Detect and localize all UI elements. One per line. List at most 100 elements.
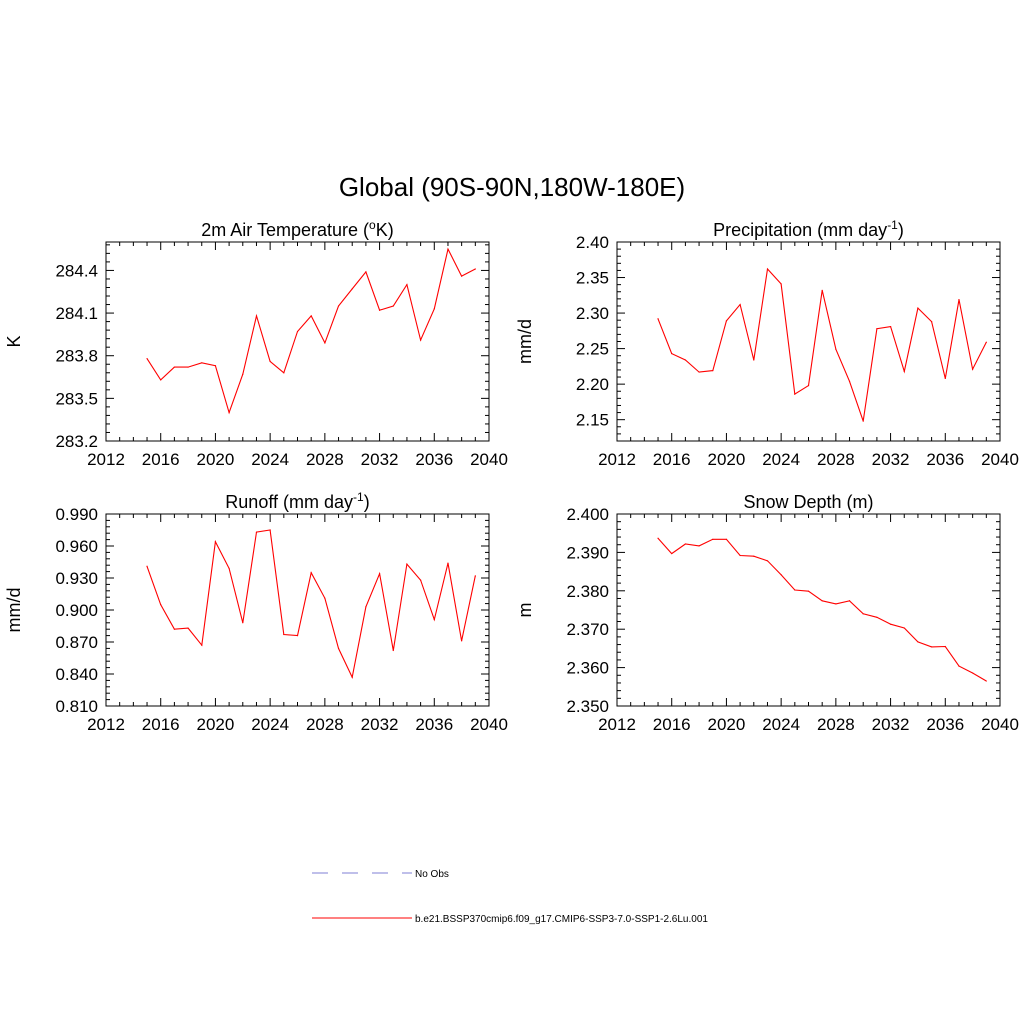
data-point	[766, 268, 769, 270]
data-point	[848, 380, 851, 382]
y-tick-label: 2.20	[576, 375, 609, 394]
x-tick-label: 2020	[708, 715, 746, 734]
data-point	[242, 373, 244, 375]
data-point	[657, 537, 659, 539]
y-tick-label: 284.4	[55, 261, 98, 280]
data-point	[684, 543, 686, 545]
y-tick-label: 283.2	[55, 432, 98, 451]
panel-snow-depth: Snow Depth (m) m 2012 2016 2020 2024 2028 2032 2…	[515, 492, 1019, 734]
legend-series-label: b.e21.BSSP370cmip6.f09_g17.CMIP6-SSP3-7.…	[415, 914, 708, 925]
y-tick-label: 2.15	[576, 411, 609, 430]
panel-title: Snow Depth (m)	[743, 492, 873, 512]
data-point	[876, 328, 878, 330]
y-tick-label: 2.350	[566, 697, 609, 716]
data-point	[296, 635, 299, 637]
data-point	[725, 320, 728, 322]
data-point	[447, 248, 449, 250]
y-tick-label: 2.40	[576, 233, 609, 252]
y-tick-label: 0.840	[55, 665, 98, 684]
data-point	[255, 531, 258, 533]
data-point	[461, 640, 463, 642]
data-point	[474, 268, 476, 270]
x-tick-label: 2028	[306, 450, 344, 469]
x-tick-label: 2028	[817, 715, 855, 734]
data-point	[242, 622, 244, 624]
data-point	[160, 379, 162, 381]
data-point	[848, 600, 851, 602]
x-tick-label: 2016	[653, 450, 691, 469]
data-point	[766, 560, 769, 562]
x-tick-label: 2016	[653, 715, 691, 734]
data-point	[420, 339, 422, 341]
panel-precipitation: Precipitation (mm day-1) mm/d 2012 2016 2020…	[515, 218, 1019, 469]
y-axis-label: mm/d	[4, 588, 24, 633]
x-tick-label: 2036	[926, 715, 964, 734]
y-tick-label: 2.35	[576, 269, 609, 288]
panel-runoff: Runoff (mm day-1) mm/d 2012 2016 2020 2024 202…	[4, 490, 508, 734]
y-tick-label: 2.360	[566, 659, 609, 678]
data-point	[461, 275, 463, 277]
data-point	[146, 357, 148, 360]
panel-title: Runoff (mm day-1)	[225, 490, 369, 512]
data-point	[324, 342, 326, 344]
x-tick-label: 2012	[598, 450, 636, 469]
data-point	[378, 309, 381, 311]
data-point	[985, 680, 987, 682]
data-point	[365, 606, 367, 608]
data-point	[378, 573, 381, 575]
data-point	[725, 538, 728, 540]
x-tick-label: 2036	[415, 715, 453, 734]
x-tick-label: 2012	[598, 715, 636, 734]
data-point	[889, 623, 892, 625]
data-point	[201, 644, 203, 646]
legend: No Obs b.e21.BSSP370cmip6.f09_g17.CMIP6-…	[312, 869, 708, 925]
data-point	[931, 646, 933, 648]
data-point	[780, 283, 782, 285]
y-axis-label: m	[515, 603, 535, 618]
x-tick-label: 2032	[361, 450, 399, 469]
panel-title: Precipitation (mm day-1)	[713, 218, 904, 240]
x-tick-label: 2012	[87, 450, 125, 469]
x-tick-label: 2032	[872, 715, 910, 734]
x-tick-label: 2036	[926, 450, 964, 469]
data-point	[794, 589, 796, 591]
data-point	[214, 541, 217, 543]
y-tick-label: 283.8	[55, 347, 98, 366]
x-tick-label: 2036	[415, 450, 453, 469]
data-point	[917, 307, 919, 309]
data-point	[807, 384, 810, 387]
data-point	[337, 647, 340, 650]
y-tick-label: 0.990	[55, 505, 98, 524]
data-point	[146, 565, 148, 567]
data-point	[753, 555, 755, 557]
x-tick-label: 2032	[361, 715, 399, 734]
x-tick-label: 2032	[872, 450, 910, 469]
data-point	[173, 628, 175, 630]
y-tick-label: 0.960	[55, 537, 98, 556]
panel-air-temperature: 2m Air Temperature (oK) K 2012 2016 2020 2024…	[4, 218, 508, 469]
x-tick-label: 2040	[981, 450, 1019, 469]
y-tick-label: 2.25	[576, 340, 609, 359]
data-point	[228, 567, 230, 570]
data-point	[712, 538, 714, 540]
data-point	[944, 377, 946, 380]
data-point	[657, 318, 659, 320]
y-tick-label: 0.810	[55, 697, 98, 716]
data-point	[876, 616, 878, 618]
plot-frame	[616, 513, 1001, 707]
x-tick-label: 2040	[470, 450, 508, 469]
data-point	[739, 554, 741, 557]
x-tick-label: 2020	[708, 450, 746, 469]
data-point	[821, 600, 823, 602]
plot-frame	[105, 241, 490, 442]
y-tick-label: 2.390	[566, 543, 609, 562]
x-tick-label: 2020	[197, 450, 235, 469]
data-point	[835, 603, 837, 605]
data-point	[903, 370, 905, 372]
plot-frame	[616, 241, 1001, 442]
data-point	[255, 315, 258, 317]
data-point	[862, 613, 864, 615]
data-point	[958, 665, 960, 667]
data-point	[835, 348, 837, 350]
x-tick-label: 2012	[87, 715, 125, 734]
